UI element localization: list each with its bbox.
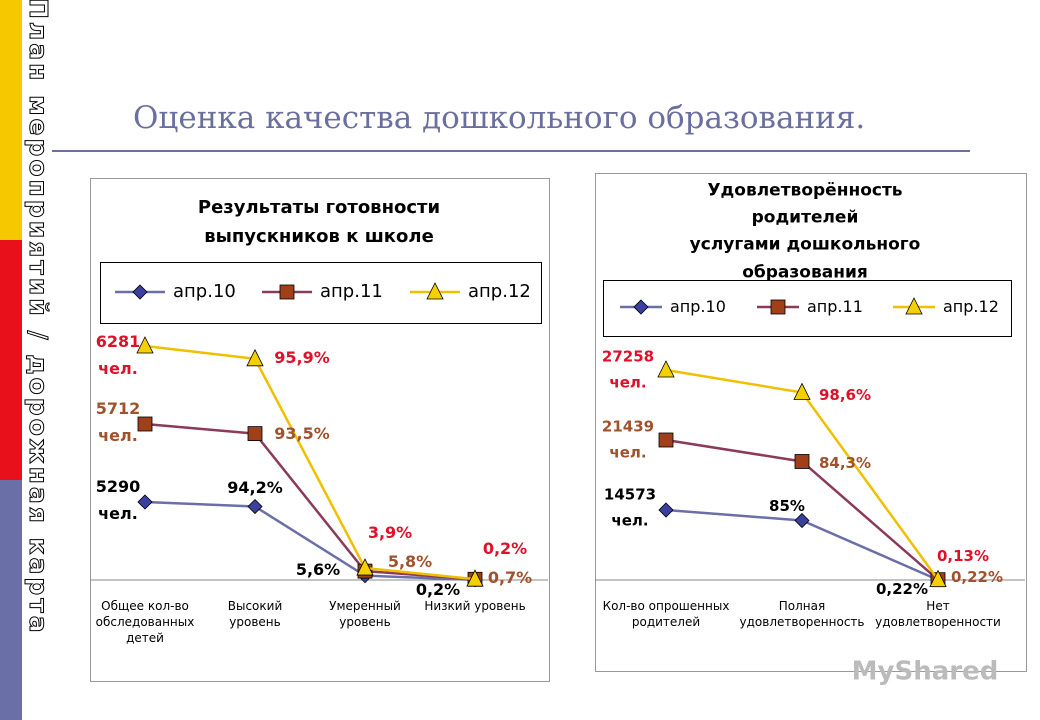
- x-tick-label: Нет удовлетворенности: [875, 599, 1001, 630]
- x-tick-label: Кол-во опрошенных родителей: [602, 599, 730, 630]
- marker: [137, 494, 153, 510]
- chart-title: Результаты готовности выпускников к школ…: [197, 197, 441, 247]
- point-annotation: 14573 чел.: [603, 485, 657, 530]
- marker: [793, 382, 811, 400]
- data-label: 5,8%: [387, 552, 433, 572]
- legend-frame: [603, 280, 1012, 337]
- marker: [137, 416, 153, 432]
- marker: [929, 569, 947, 588]
- title-rule: [52, 150, 970, 152]
- legend-marker: [279, 284, 295, 300]
- legend-frame: [100, 262, 542, 324]
- legend-marker: [132, 284, 148, 300]
- marker: [246, 348, 264, 367]
- data-label: 93,5%: [274, 424, 330, 444]
- chart-frame: [595, 173, 1027, 672]
- data-label: 5,6%: [295, 560, 341, 580]
- chart-frame: [90, 178, 550, 682]
- data-label: 94,2%: [227, 478, 283, 498]
- line: [144, 422, 476, 581]
- legend-marker: [633, 299, 649, 315]
- line: [144, 500, 476, 582]
- marker: [466, 569, 484, 587]
- marker: [794, 454, 810, 469]
- marker: [658, 502, 674, 518]
- marker: [794, 512, 810, 529]
- line: [144, 344, 476, 581]
- marker: [247, 426, 263, 441]
- point-annotation: 27258 чел.: [601, 347, 655, 392]
- legend-label: апр.11: [807, 297, 863, 317]
- legend-label: апр.11: [320, 280, 383, 302]
- marker: [658, 432, 674, 448]
- legend-marker: [770, 299, 786, 315]
- legend-marker: [426, 282, 444, 300]
- point-annotation: 21439 чел.: [601, 417, 655, 462]
- marker: [136, 336, 154, 354]
- data-label: 0,2%: [482, 539, 528, 559]
- legend-label: апр.10: [173, 280, 236, 302]
- data-label: 84,3%: [818, 453, 872, 472]
- x-tick-label: Общее кол-во обследованных детей: [95, 599, 195, 646]
- slide-title: Оценка качества дошкольного образования.: [133, 100, 866, 136]
- marker: [247, 498, 263, 515]
- data-label: 0,22%: [950, 567, 1004, 586]
- data-label: 98,6%: [818, 385, 872, 404]
- legend-label: апр.12: [468, 280, 531, 302]
- data-label: 3,9%: [367, 523, 413, 543]
- x-tick-label: Низкий уровень: [424, 599, 526, 613]
- marker: [657, 360, 675, 378]
- line: [665, 368, 940, 581]
- point-annotation: 6281 чел.: [95, 331, 141, 378]
- chart-title: Удовлетворённость родителей услугами дош…: [689, 180, 921, 283]
- x-tick-label: Умеренный уровень: [329, 599, 401, 630]
- data-label: 0,2%: [415, 580, 461, 600]
- data-label: 0,7%: [487, 568, 533, 588]
- data-label: 85%: [769, 496, 805, 515]
- x-tick-label: Полная удовлетворенность: [739, 599, 865, 630]
- side-text: План мероприятий / дорожная карта: [24, 0, 54, 636]
- point-annotation: 5290 чел.: [95, 476, 141, 523]
- point-annotation: 5712 чел.: [95, 398, 141, 445]
- watermark: MyShared: [851, 656, 999, 687]
- data-label: 0,22%: [875, 579, 929, 598]
- data-label: 0,13%: [936, 546, 990, 565]
- x-tick-label: Высокий уровень: [227, 599, 283, 630]
- side-band: [0, 0, 22, 720]
- legend-label: апр.12: [943, 297, 999, 317]
- marker: [356, 558, 374, 576]
- legend-label: апр.10: [670, 297, 726, 317]
- legend-marker: [905, 297, 923, 315]
- data-label: 95,9%: [274, 348, 330, 368]
